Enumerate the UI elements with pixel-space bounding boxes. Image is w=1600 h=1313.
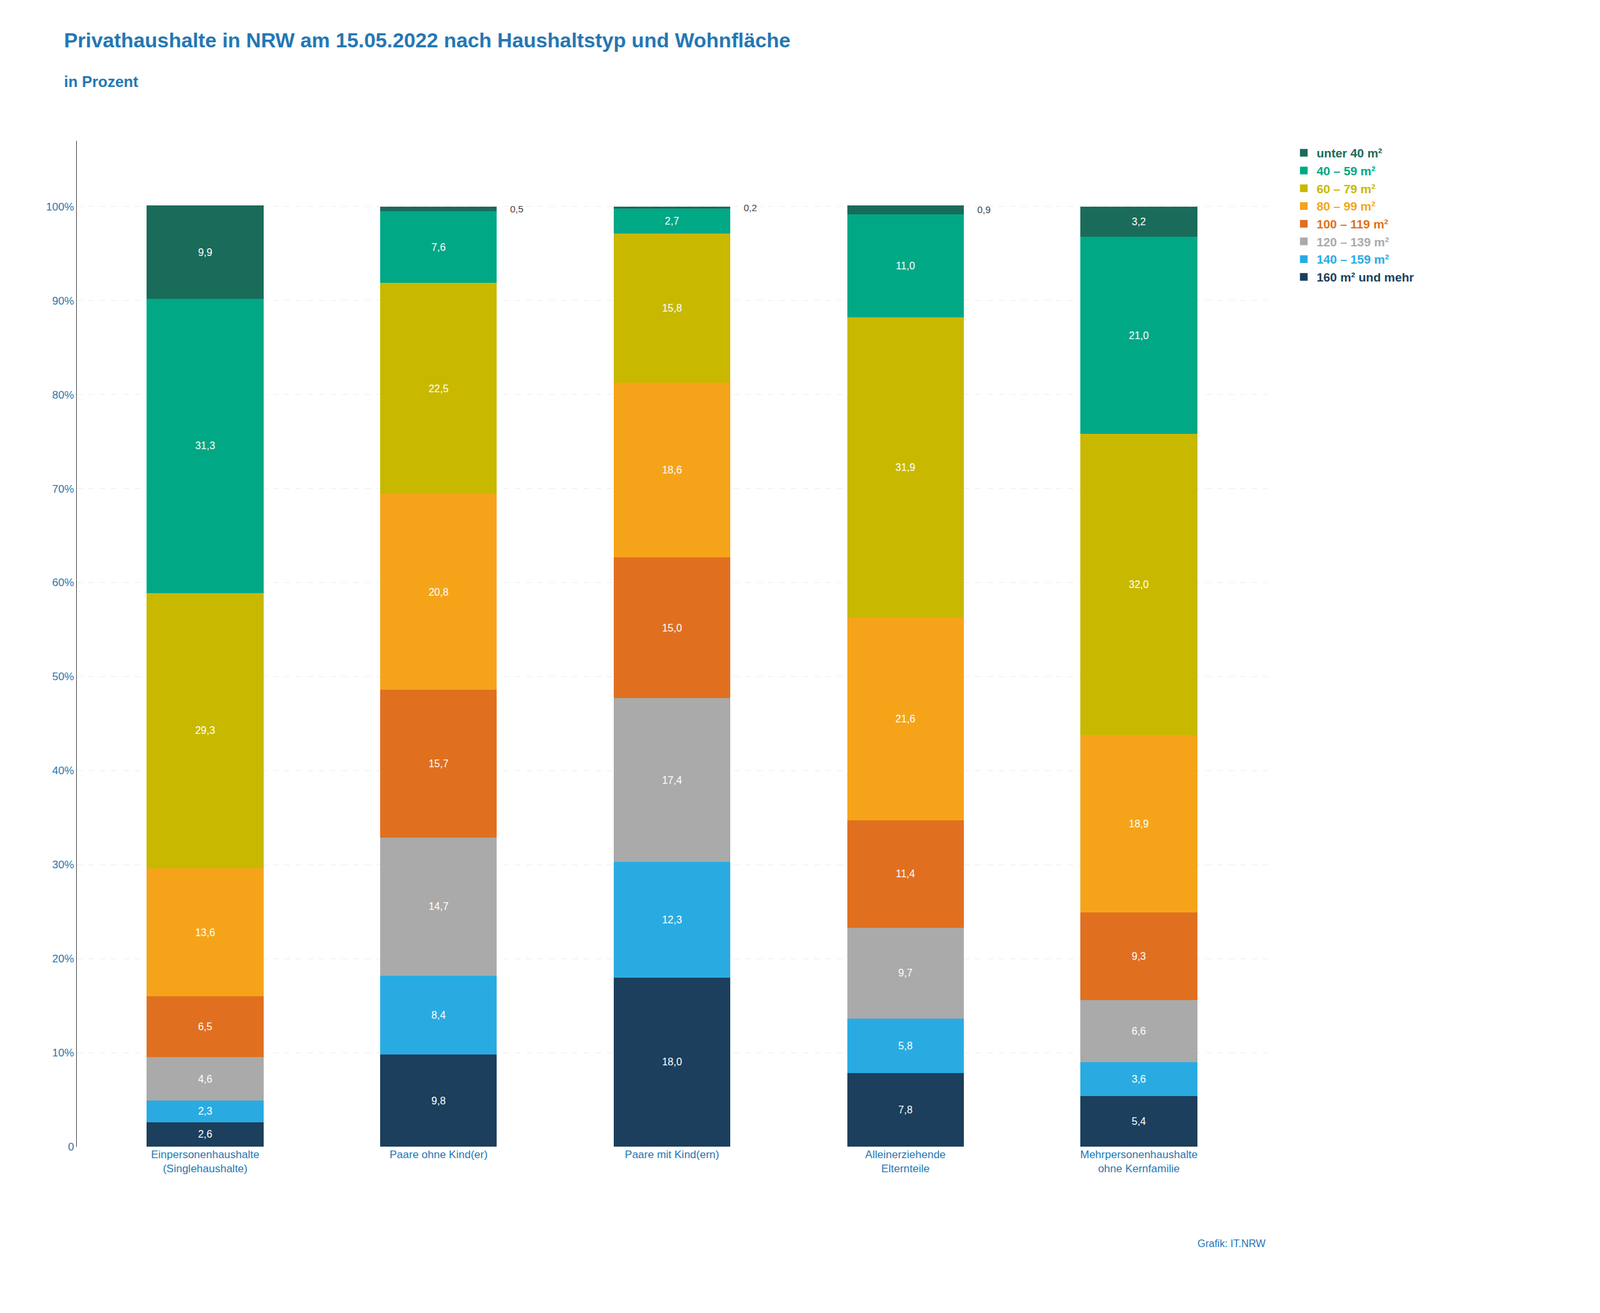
svg-text:9,8: 9,8	[431, 1095, 446, 1107]
svg-text:3,2: 3,2	[1131, 216, 1146, 228]
svg-text:2,7: 2,7	[664, 215, 680, 227]
svg-text:120 – 139 m²: 120 – 139 m²	[1316, 235, 1389, 249]
svg-text:11,4: 11,4	[896, 868, 916, 880]
svg-text:Paare ohne Kind(er): Paare ohne Kind(er)	[389, 1148, 488, 1161]
svg-text:3,6: 3,6	[1131, 1073, 1146, 1085]
svg-text:unter 40 m²: unter 40 m²	[1316, 146, 1382, 160]
svg-text:100 – 119 m²: 100 – 119 m²	[1316, 217, 1389, 232]
svg-text:20%: 20%	[52, 952, 75, 966]
svg-text:Privathaushalte in NRW am 15.0: Privathaushalte in NRW am 15.05.2022 nac…	[64, 28, 791, 52]
svg-text:14,7: 14,7	[428, 901, 449, 912]
svg-text:0,5: 0,5	[510, 203, 524, 215]
svg-text:11,0: 11,0	[896, 260, 916, 272]
svg-text:Einpersonenhaushalte(Singlehau: Einpersonenhaushalte(Singlehaushalte)	[151, 1148, 260, 1176]
svg-text:0,9: 0,9	[977, 204, 991, 216]
svg-text:in Prozent: in Prozent	[64, 72, 139, 91]
svg-text:9,3: 9,3	[1131, 951, 1146, 962]
svg-text:5,8: 5,8	[898, 1040, 913, 1052]
svg-text:0: 0	[67, 1141, 74, 1154]
svg-text:100%: 100%	[46, 200, 74, 214]
svg-text:18,0: 18,0	[661, 1056, 682, 1068]
svg-text:15,0: 15,0	[661, 622, 682, 634]
svg-text:AlleinerziehendeElternteile: AlleinerziehendeElternteile	[865, 1148, 946, 1176]
svg-text:50%: 50%	[52, 670, 75, 683]
svg-text:12,3: 12,3	[661, 914, 682, 926]
svg-text:31,3: 31,3	[195, 440, 216, 452]
svg-text:Paare mit Kind(ern): Paare mit Kind(ern)	[624, 1148, 719, 1161]
svg-text:7,6: 7,6	[431, 241, 446, 253]
svg-text:Grafik: IT.NRW: Grafik: IT.NRW	[1197, 1238, 1266, 1250]
svg-text:15,8: 15,8	[661, 302, 682, 314]
svg-text:140 – 159 m²: 140 – 159 m²	[1316, 252, 1389, 267]
svg-text:29,3: 29,3	[195, 725, 216, 736]
svg-text:90%: 90%	[52, 295, 75, 308]
svg-text:0,2: 0,2	[743, 202, 758, 214]
svg-text:32,0: 32,0	[1128, 579, 1149, 591]
svg-text:10%: 10%	[52, 1047, 75, 1060]
svg-text:8,4: 8,4	[431, 1009, 446, 1021]
svg-text:80 – 99 m²: 80 – 99 m²	[1316, 199, 1376, 214]
svg-text:13,6: 13,6	[195, 927, 216, 939]
svg-text:22,5: 22,5	[428, 383, 449, 395]
svg-text:40 – 59 m²: 40 – 59 m²	[1316, 164, 1376, 178]
svg-text:31,9: 31,9	[895, 462, 916, 473]
svg-text:2,6: 2,6	[197, 1128, 212, 1140]
svg-text:60 – 79 m²: 60 – 79 m²	[1316, 182, 1376, 196]
svg-text:4,6: 4,6	[197, 1073, 212, 1085]
svg-text:9,9: 9,9	[197, 247, 212, 258]
svg-text:20,8: 20,8	[428, 586, 449, 598]
svg-text:6,6: 6,6	[1131, 1025, 1146, 1037]
svg-text:2,3: 2,3	[197, 1105, 212, 1117]
svg-text:40%: 40%	[52, 764, 75, 777]
svg-text:70%: 70%	[52, 483, 75, 496]
svg-text:21,6: 21,6	[895, 713, 916, 725]
svg-text:9,7: 9,7	[898, 967, 913, 979]
svg-text:160 m² und mehr: 160 m² und mehr	[1316, 270, 1415, 285]
svg-text:18,6: 18,6	[661, 464, 682, 476]
svg-text:60%: 60%	[52, 576, 75, 589]
svg-text:17,4: 17,4	[661, 775, 682, 786]
svg-text:7,8: 7,8	[898, 1104, 913, 1116]
svg-text:30%: 30%	[52, 858, 75, 872]
svg-text:15,7: 15,7	[428, 758, 449, 770]
svg-text:21,0: 21,0	[1128, 330, 1149, 342]
svg-text:18,9: 18,9	[1128, 818, 1149, 830]
svg-text:5,4: 5,4	[1131, 1116, 1146, 1128]
svg-text:80%: 80%	[52, 389, 75, 402]
svg-text:Mehrpersonenhaushalteohne Kern: Mehrpersonenhaushalteohne Kernfamilie	[1080, 1148, 1198, 1176]
svg-text:6,5: 6,5	[197, 1021, 212, 1033]
